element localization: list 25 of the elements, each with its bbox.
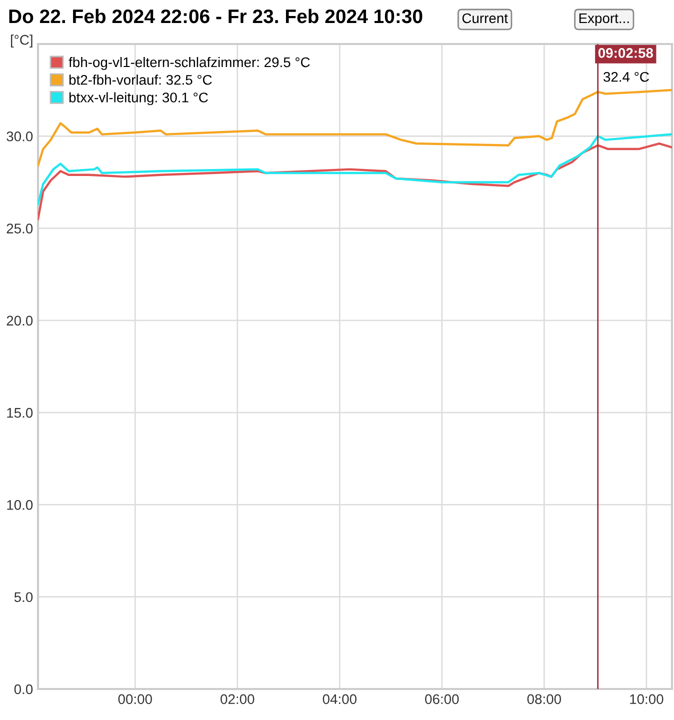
- y-axis-title: [°C]: [10, 34, 32, 48]
- chart-title: Do 22. Feb 2024 22:06 - Fr 23. Feb 2024 10:30: [9, 8, 422, 24]
- y-tick-label: 25.0: [6, 224, 33, 234]
- x-tick-label: 08:00: [527, 694, 562, 704]
- x-tick-label: 00:00: [118, 694, 152, 704]
- legend-label: btxx-vl-leitung: 30.1 °C: [69, 92, 208, 106]
- y-tick-label: 0.0: [14, 684, 33, 694]
- y-tick-label: 30.0: [6, 131, 33, 142]
- y-tick-label: 15.0: [7, 408, 33, 418]
- line-series: [38, 88, 672, 167]
- x-tick-label: 04:00: [322, 694, 356, 704]
- annotation: 32.4 °C: [604, 72, 649, 82]
- legend-label: fbh-og-vl1-eltern-schlafzimmer: 29.5 °C: [68, 56, 310, 70]
- x-tick-label: 10:00: [630, 694, 664, 704]
- y-tick-label: 5.0: [14, 592, 33, 602]
- ref-line-label: 09:02:58: [598, 48, 654, 58]
- y-tick-label: 10.0: [7, 500, 33, 510]
- text: Export...: [579, 13, 629, 26]
- line-series: [38, 142, 672, 220]
- x-tick-label: 02:00: [220, 694, 254, 704]
- x-tick-label: 06:00: [425, 694, 459, 704]
- legend-label: bt2-fbh-vorlauf: 32.5 °C: [69, 74, 212, 85]
- line-series: [38, 133, 672, 206]
- y-tick-label: 20.0: [6, 316, 33, 326]
- text: Current: [462, 13, 508, 24]
